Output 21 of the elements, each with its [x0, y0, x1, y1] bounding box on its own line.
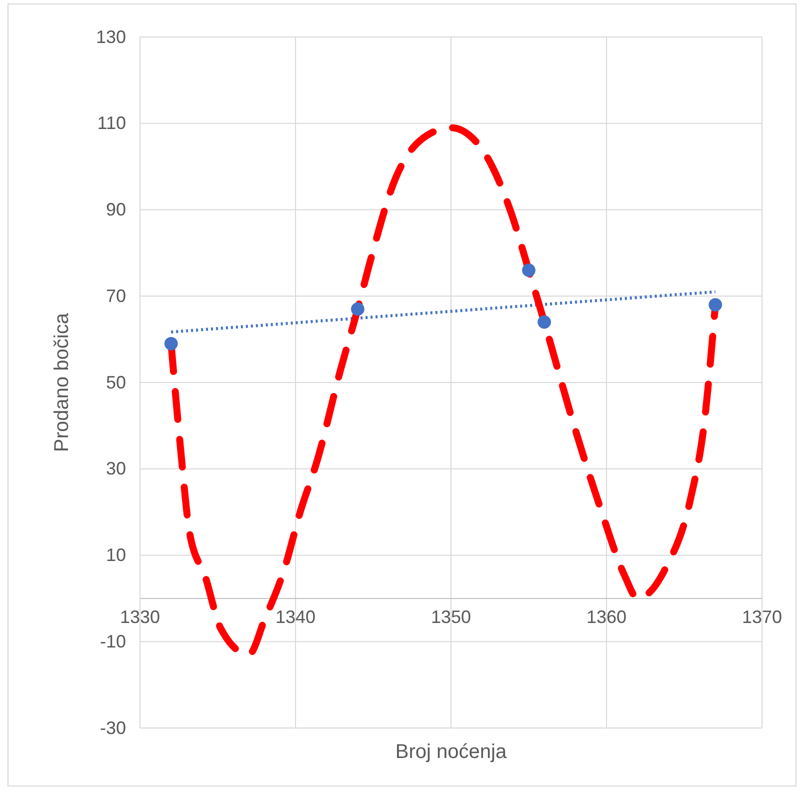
- y-axis-title: Prodano bočica: [51, 312, 73, 452]
- y-tick-label: 130: [96, 26, 126, 47]
- y-tick-label: 50: [106, 372, 126, 392]
- y-tick-label: 70: [106, 286, 126, 306]
- y-tick-label: -30: [100, 718, 126, 738]
- y-tick-label: 110: [97, 113, 126, 134]
- point: [522, 264, 536, 277]
- x-tick-label: 1350: [430, 607, 472, 628]
- x-axis-title: Broj noćenja: [395, 741, 508, 763]
- point: [351, 302, 364, 316]
- y-tick-label: 10: [106, 545, 126, 566]
- y-tick-label: -10: [100, 631, 126, 652]
- point: [708, 298, 722, 312]
- x-tick-label: 1360: [586, 607, 627, 628]
- y-tick-label: 90: [106, 200, 126, 220]
- y-tick-label: 30: [106, 458, 126, 479]
- x-tick-label: 1330: [120, 607, 160, 628]
- x-tick-label: 1340: [275, 607, 316, 628]
- x-tick-label: 1370: [742, 607, 782, 628]
- point: [164, 336, 178, 350]
- point: [538, 315, 551, 329]
